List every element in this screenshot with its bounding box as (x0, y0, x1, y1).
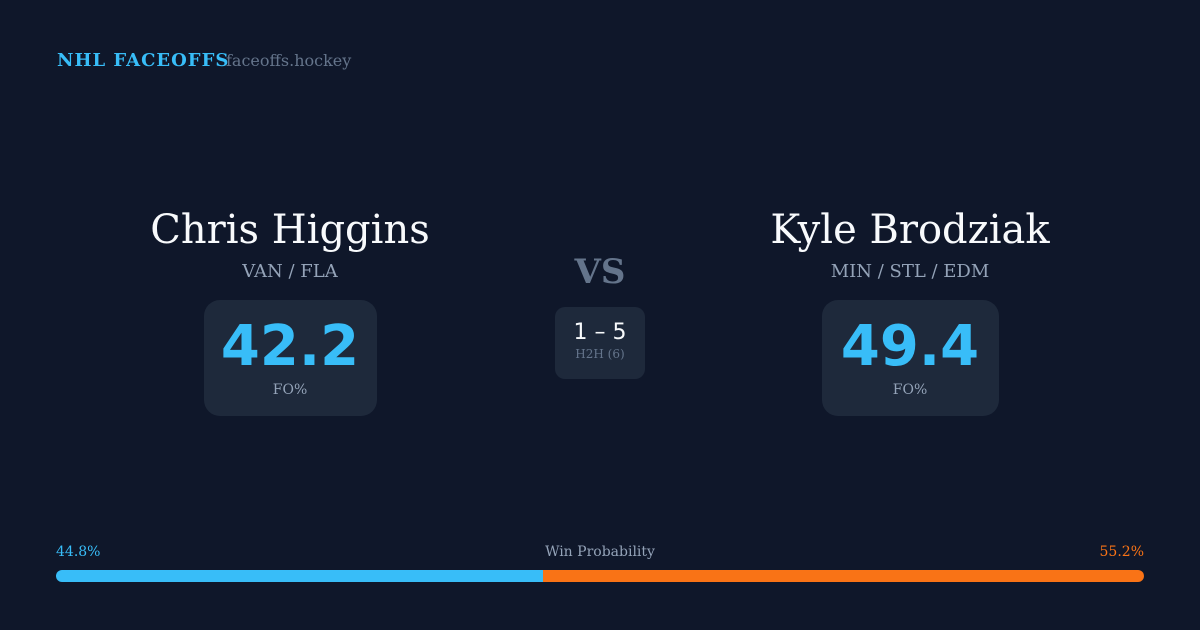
brand-title: NHL FACEOFFS (57, 50, 230, 71)
player-name: Kyle Brodziak (770, 207, 1050, 253)
fo-value: 49.4 (840, 314, 980, 379)
win-prob-left: 44.8% (56, 544, 101, 560)
player-teams: MIN / STL / EDM (830, 261, 990, 282)
win-prob-bar (56, 570, 1144, 582)
site-name: faceoffs.hockey (226, 51, 352, 70)
win-prob-bar-left (56, 570, 544, 582)
win-prob-right: 55.2% (1099, 544, 1144, 560)
win-prob-label: Win Probability (545, 544, 655, 560)
fo-card: 49.4 FO% (821, 300, 999, 416)
player-teams: VAN / FLA (242, 261, 338, 282)
h2h-label: H2H (6) (575, 347, 625, 361)
fo-value: 42.2 (220, 314, 360, 379)
player-name: Chris Higgins (150, 207, 430, 253)
fo-card: 42.2 FO% (203, 300, 377, 416)
h2h-card: 1 – 5 H2H (6) (555, 307, 645, 379)
fo-label: FO% (272, 382, 308, 398)
player-right: Kyle Brodziak MIN / STL / EDM 49.4 FO% (710, 205, 1110, 416)
win-prob-bar-right (543, 570, 1144, 582)
fo-label: FO% (892, 382, 928, 398)
vs-label: VS (574, 252, 626, 292)
h2h-score: 1 – 5 (573, 320, 627, 345)
player-left: Chris Higgins VAN / FLA 42.2 FO% (90, 205, 490, 416)
